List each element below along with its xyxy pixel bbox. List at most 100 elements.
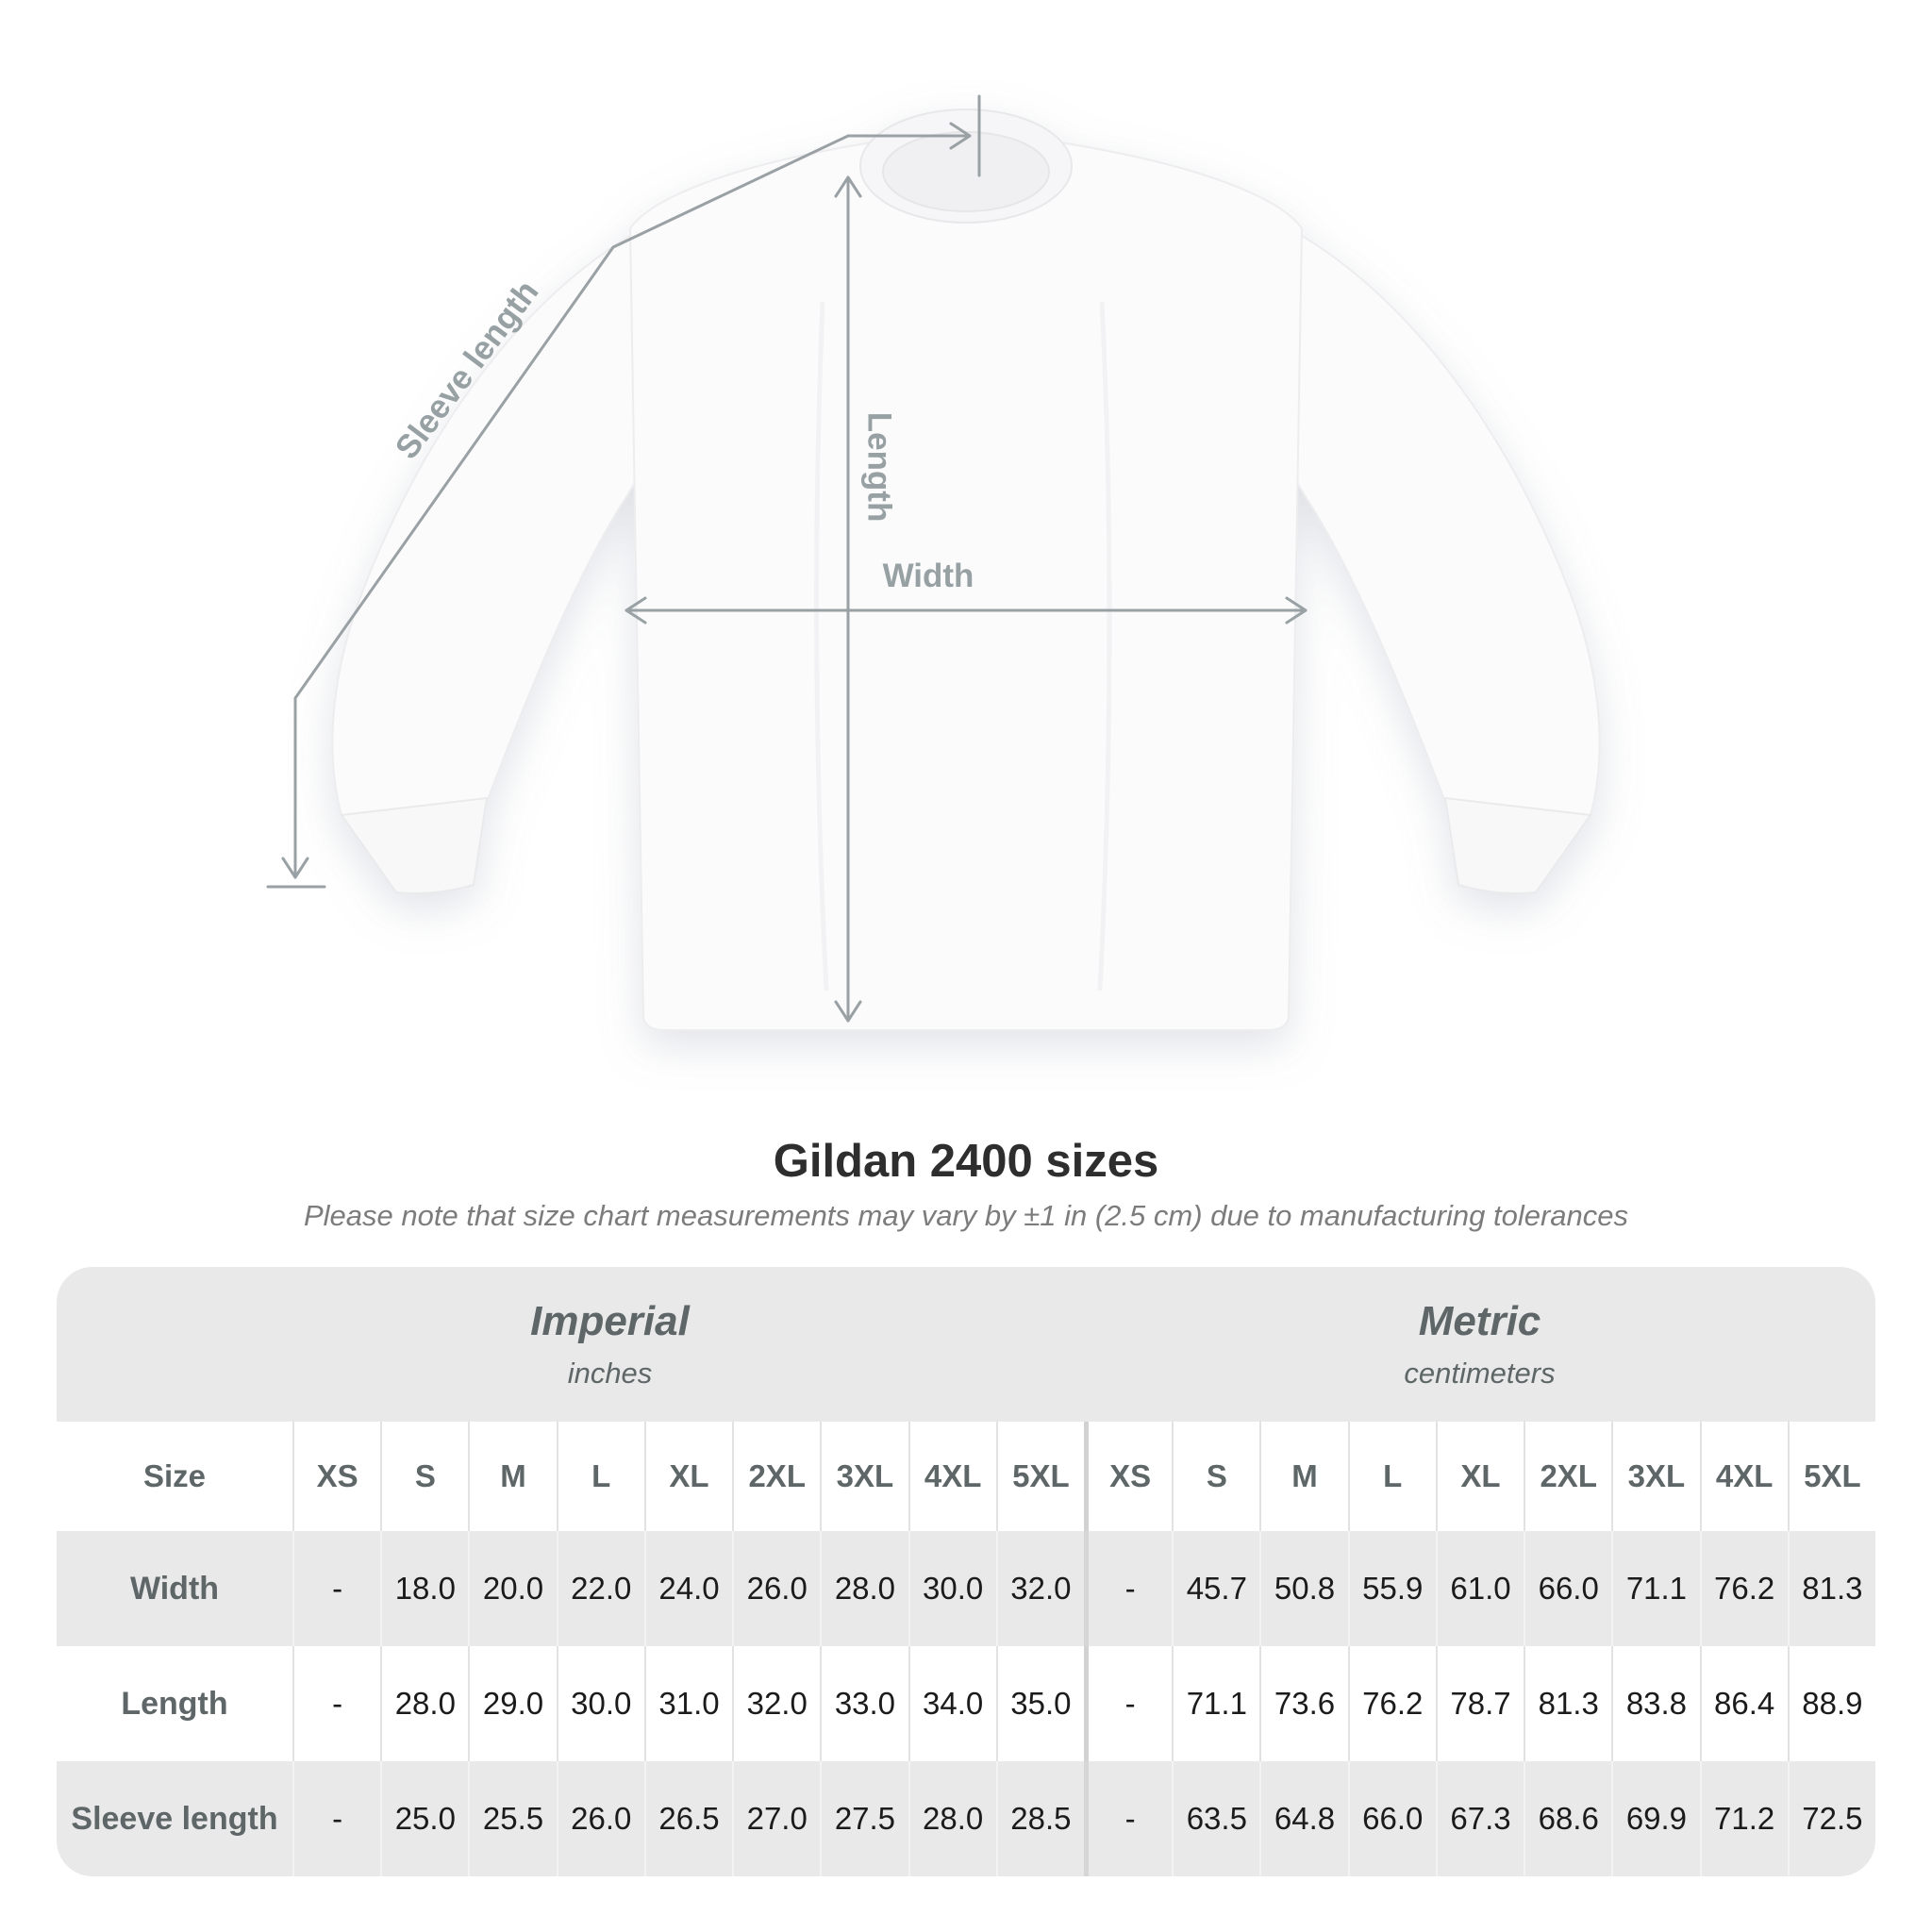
value-cell: - (1083, 1531, 1173, 1646)
value-cell: 29.0 (468, 1646, 556, 1761)
value-cell: 63.5 (1172, 1761, 1260, 1876)
row-label-length: Length (121, 1685, 228, 1722)
value-cell: 26.0 (556, 1761, 644, 1876)
value-cell: 27.0 (732, 1761, 821, 1876)
value-cell: 18.0 (380, 1531, 469, 1646)
size-column-header: 4XL (1699, 1422, 1788, 1531)
size-column-header: 5XL (995, 1422, 1084, 1531)
value-cell: 55.9 (1347, 1531, 1436, 1646)
page-subtitle: Please note that size chart measurements… (303, 1199, 1629, 1232)
size-column-header: 2XL (1524, 1422, 1611, 1531)
value-cell: - (292, 1761, 381, 1876)
shirt-diagram: Sleeve length Length Width (266, 94, 1601, 1031)
length-arrow-down (834, 1000, 862, 1023)
value-cell: 35.0 (995, 1646, 1084, 1761)
value-cell: 61.0 (1435, 1531, 1524, 1646)
shirt-right-sleeve (1266, 217, 1601, 821)
value-cell: 66.0 (1524, 1531, 1612, 1646)
size-column-header: XS (1083, 1422, 1172, 1531)
value-cell: 26.0 (732, 1531, 821, 1646)
value-cell: 72.5 (1787, 1761, 1875, 1876)
size-column-header: S (380, 1422, 468, 1531)
size-column-header: 2XL (732, 1422, 820, 1531)
size-row-header: Size (142, 1458, 207, 1493)
imperial-group-label: Imperial (530, 1298, 690, 1344)
imperial-group-header: Imperial inches (57, 1267, 1084, 1422)
size-table: Imperial inches Metric centimeters Size … (57, 1267, 1875, 1876)
value-cell: 78.7 (1435, 1646, 1524, 1761)
value-cell: 69.9 (1611, 1761, 1700, 1876)
value-cell: 28.0 (820, 1531, 908, 1646)
shirt-illustration (331, 108, 1601, 1031)
shirt-crease-left (814, 301, 829, 991)
value-cell: 31.0 (643, 1646, 732, 1761)
length-measure-label: Length (861, 412, 898, 523)
size-column-header: XL (1435, 1422, 1524, 1531)
width-arrow-right (1285, 596, 1307, 625)
row-label-width: Width (57, 1531, 292, 1646)
value-cell: 50.8 (1259, 1531, 1348, 1646)
value-cell: 81.3 (1524, 1646, 1611, 1761)
value-cell: 22.0 (556, 1531, 644, 1646)
value-cell: - (1083, 1761, 1173, 1876)
value-cell: 28.5 (995, 1761, 1084, 1876)
value-cell: 66.0 (1347, 1761, 1436, 1876)
value-cell: 86.4 (1699, 1646, 1788, 1761)
shirt-left-sleeve (331, 217, 666, 821)
value-cell: 34.0 (908, 1646, 996, 1761)
shirt-crease-right (1097, 301, 1112, 991)
value-cell: 20.0 (468, 1531, 557, 1646)
value-cell: 76.2 (1347, 1646, 1436, 1761)
value-cell: 45.7 (1172, 1531, 1260, 1646)
row-label-sleeve-length: Sleeve length (57, 1761, 292, 1876)
metric-group-header: Metric centimeters (1083, 1267, 1875, 1422)
sleeve-length-arrow-down (281, 857, 309, 879)
value-cell: 25.5 (468, 1761, 557, 1876)
size-column-header: S (1172, 1422, 1259, 1531)
value-cell: 30.0 (908, 1531, 996, 1646)
value-cell: 27.5 (820, 1761, 908, 1876)
width-measure-label: Width (883, 558, 974, 594)
value-cell: 81.3 (1787, 1531, 1875, 1646)
size-column-header: L (556, 1422, 644, 1531)
value-cell: 64.8 (1259, 1761, 1348, 1876)
metric-group-sublabel: centimeters (1404, 1357, 1556, 1390)
value-cell: 71.1 (1611, 1531, 1700, 1646)
shirt-body (628, 141, 1304, 1031)
size-column-header: 5XL (1787, 1422, 1875, 1531)
value-cell: 33.0 (820, 1646, 908, 1761)
value-cell: - (292, 1531, 381, 1646)
imperial-group-sublabel: inches (567, 1357, 653, 1390)
value-cell: 32.0 (995, 1531, 1084, 1646)
value-cell: 73.6 (1259, 1646, 1347, 1761)
value-cell: 76.2 (1699, 1531, 1788, 1646)
value-cell: 24.0 (643, 1531, 733, 1646)
value-cell: 88.9 (1787, 1646, 1875, 1761)
value-cell: 25.0 (380, 1761, 469, 1876)
page-title: Gildan 2400 sizes (773, 1136, 1159, 1187)
value-cell: 71.2 (1699, 1761, 1788, 1876)
size-column-header: 3XL (1611, 1422, 1699, 1531)
size-column-header: 4XL (908, 1422, 996, 1531)
value-cell: 28.0 (380, 1646, 468, 1761)
value-cell: 67.3 (1435, 1761, 1524, 1876)
length-arrow-up (834, 175, 862, 198)
size-column-header: M (468, 1422, 556, 1531)
value-cell: 32.0 (732, 1646, 820, 1761)
size-column-header: M (1259, 1422, 1347, 1531)
shirt-right-cuff (1443, 796, 1592, 894)
size-column-header: XS (292, 1422, 380, 1531)
value-cell: - (1083, 1646, 1172, 1761)
value-cell: 28.0 (908, 1761, 996, 1876)
sleeve-length-measure-line (293, 134, 972, 879)
value-cell: 83.8 (1611, 1646, 1699, 1761)
size-column-header: XL (643, 1422, 732, 1531)
width-arrow-left (625, 596, 647, 625)
metric-group-label: Metric (1418, 1298, 1541, 1344)
value-cell: 30.0 (556, 1646, 644, 1761)
value-cell: 68.6 (1524, 1761, 1612, 1876)
value-cell: 26.5 (643, 1761, 733, 1876)
shirt-collar-opening (882, 131, 1050, 212)
value-cell: 71.1 (1172, 1646, 1259, 1761)
